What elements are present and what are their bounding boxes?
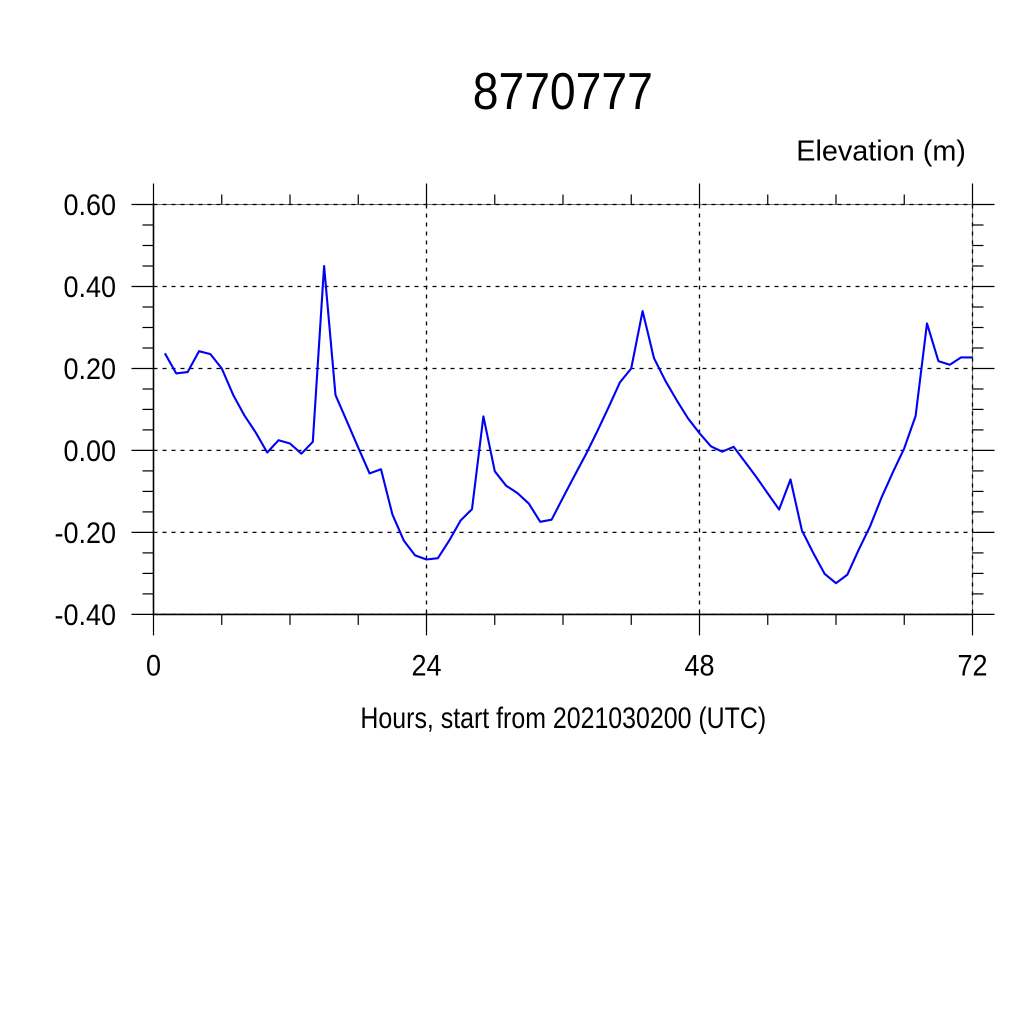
- svg-text:0.00: 0.00: [63, 435, 116, 469]
- svg-text:-0.40: -0.40: [55, 599, 116, 633]
- svg-text:0.40: 0.40: [63, 271, 116, 305]
- svg-text:48: 48: [684, 649, 714, 683]
- svg-text:-0.20: -0.20: [55, 517, 116, 551]
- svg-text:72: 72: [957, 649, 987, 683]
- svg-text:Hours, start from 2021030200 (: Hours, start from 2021030200 (UTC): [360, 701, 766, 734]
- svg-text:24: 24: [411, 649, 441, 683]
- svg-text:0.60: 0.60: [63, 189, 116, 223]
- svg-text:0.20: 0.20: [63, 353, 116, 387]
- svg-text:Elevation (m): Elevation (m): [796, 136, 966, 168]
- svg-text:0: 0: [146, 649, 161, 683]
- svg-text:8770777: 8770777: [473, 62, 653, 120]
